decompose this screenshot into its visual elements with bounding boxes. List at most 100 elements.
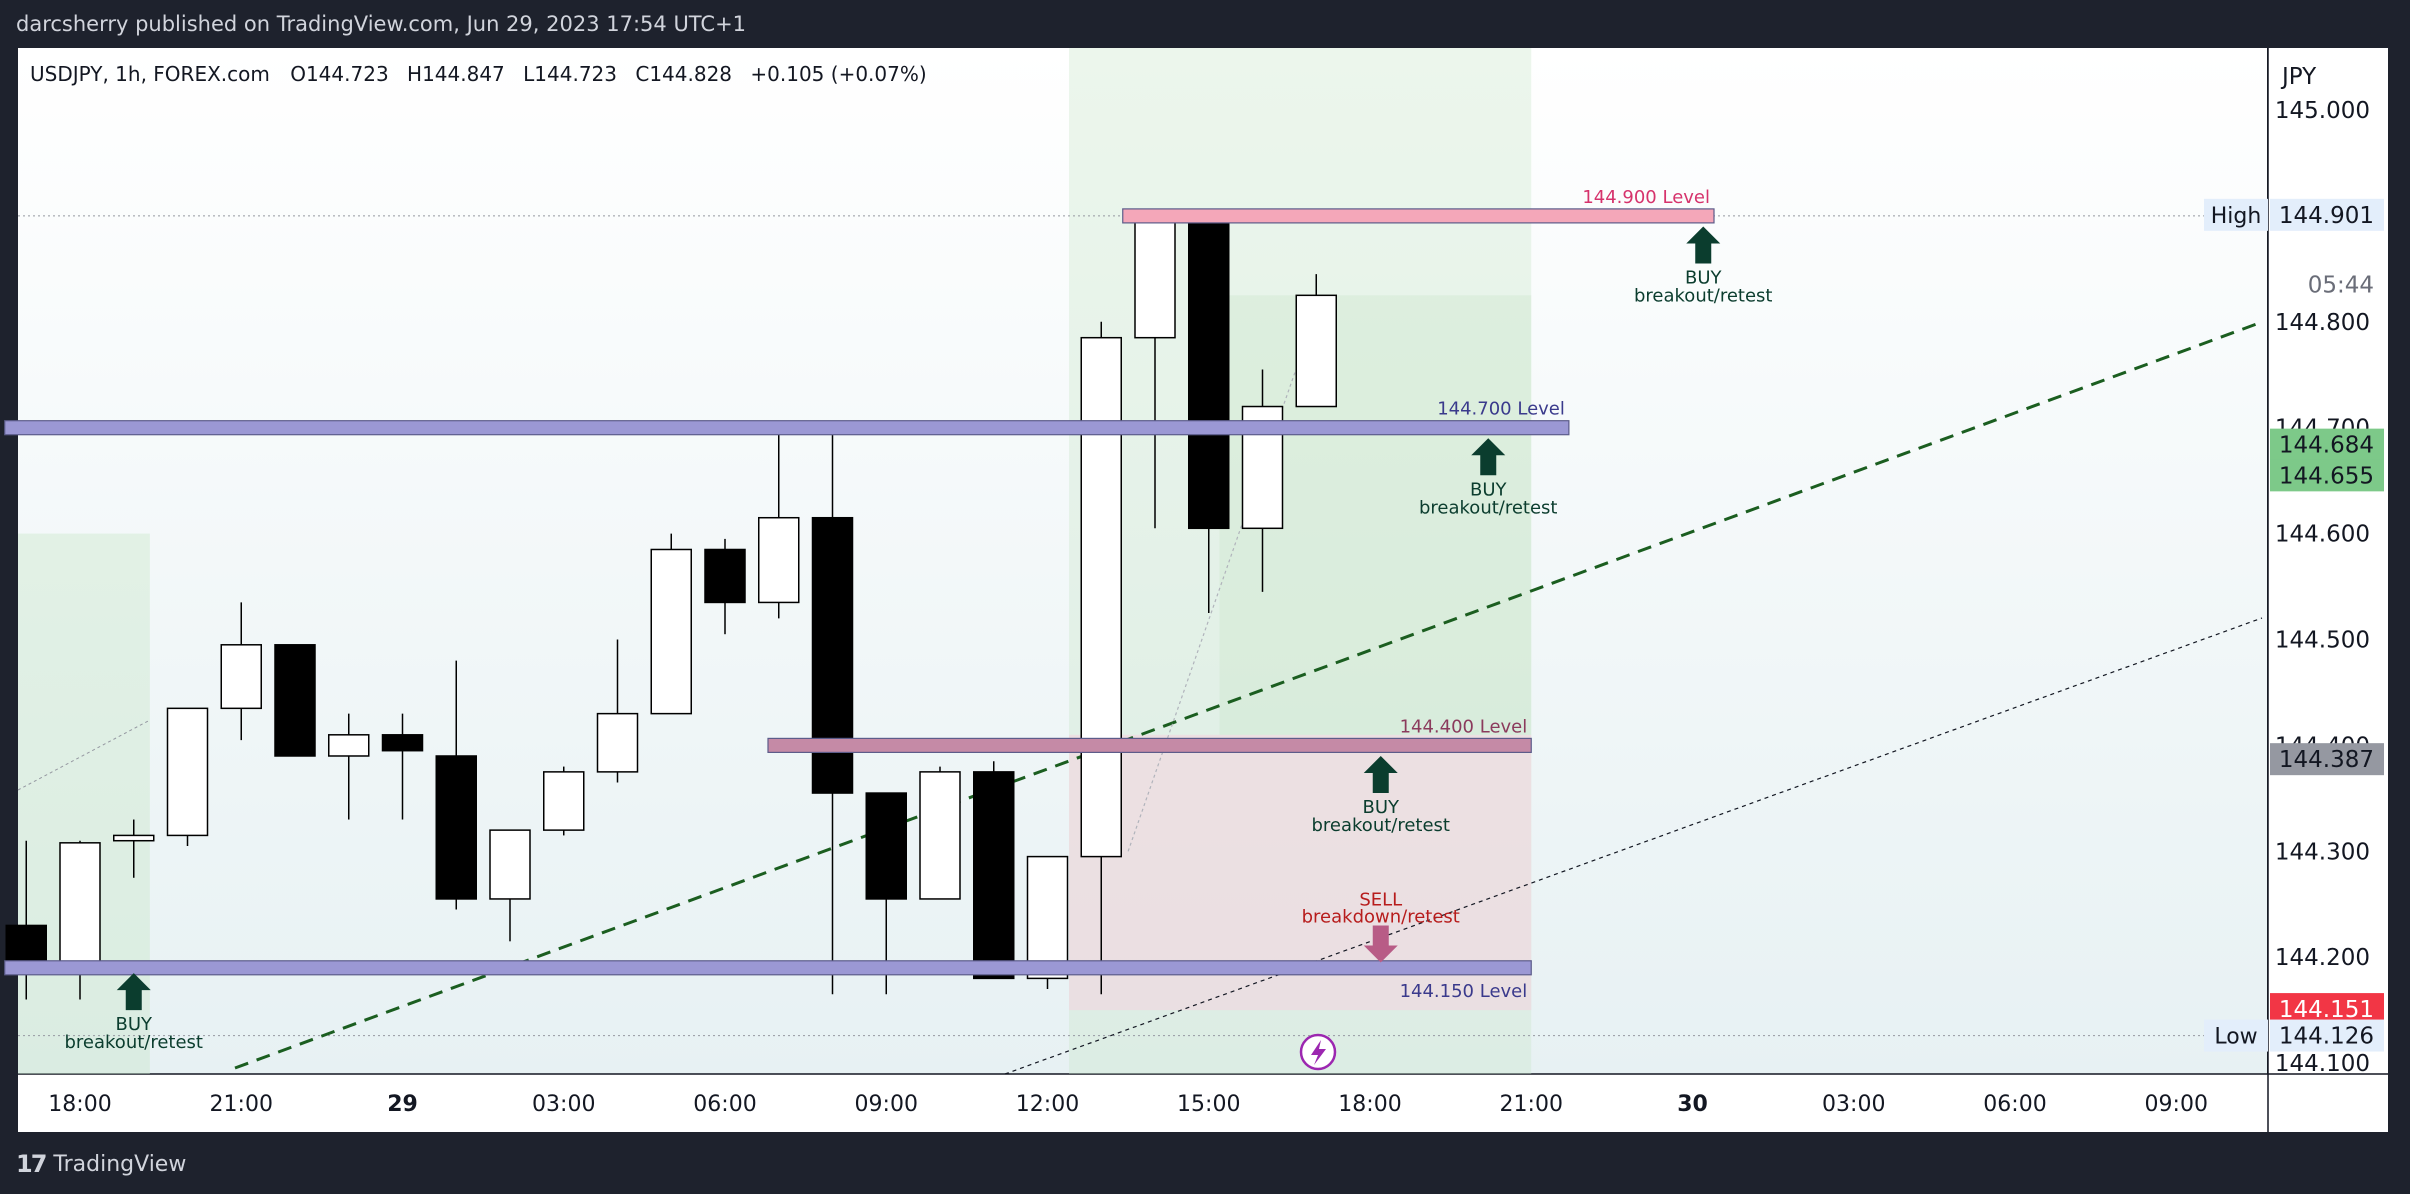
candle-body[interactable] xyxy=(489,829,531,900)
candle[interactable] xyxy=(1026,855,1069,989)
candle-body[interactable] xyxy=(543,771,585,831)
candle[interactable] xyxy=(1295,274,1337,408)
time-axis[interactable] xyxy=(18,1074,2388,1132)
candle-body[interactable] xyxy=(973,771,1015,980)
price-tick-label: 145.000 xyxy=(2275,98,2370,124)
down-arrow-icon xyxy=(1363,925,1398,963)
time-tick-label: 09:00 xyxy=(855,1092,918,1117)
time-tick-label: 21:00 xyxy=(1500,1092,1563,1117)
candle[interactable] xyxy=(274,644,316,757)
trend-line-dashed xyxy=(234,320,2263,1070)
annotation-label: breakout/retest xyxy=(1634,285,1773,306)
candle-body[interactable] xyxy=(435,755,477,900)
price-badge[interactable]: 144.901 High xyxy=(2204,198,2384,231)
candle-body[interactable] xyxy=(274,644,316,757)
level-band[interactable] xyxy=(1122,208,1715,224)
candle-body[interactable] xyxy=(220,644,262,710)
price-badge-text: 144.901 xyxy=(2279,203,2374,229)
time-tick-label: 03:00 xyxy=(532,1092,595,1117)
candle[interactable] xyxy=(543,766,585,836)
trend-line-faint xyxy=(1127,311,1317,852)
candle[interactable] xyxy=(1134,215,1176,529)
level-band[interactable] xyxy=(767,737,1532,754)
up-arrow-icon xyxy=(116,973,151,1011)
price-level-line[interactable]: 144.700 Level xyxy=(4,399,1570,436)
price-badge-text: 144.655 xyxy=(2279,463,2374,489)
publisher-line: darcsherry published on TradingView.com,… xyxy=(16,12,747,36)
price-level-line[interactable]: 144.900 Level xyxy=(1122,187,1715,224)
time-tick-label: 09:00 xyxy=(2145,1092,2208,1117)
candle[interactable] xyxy=(489,829,531,942)
footer-brand[interactable]: 17 TradingView xyxy=(16,1150,186,1178)
candle-body[interactable] xyxy=(166,707,209,837)
price-badge-bg xyxy=(2270,743,2384,776)
candle[interactable] xyxy=(704,538,746,635)
trend-line-thin xyxy=(1004,617,2263,1075)
candle[interactable] xyxy=(650,533,692,715)
time-tick-label: 18:00 xyxy=(1338,1092,1401,1117)
level-label: 144.150 Level xyxy=(1400,981,1528,1002)
level-band[interactable] xyxy=(4,960,1532,976)
lightning-icon[interactable] xyxy=(1299,1033,1337,1071)
candle-body[interactable] xyxy=(381,734,424,752)
candle-body[interactable] xyxy=(1295,294,1337,408)
up-arrow-icon xyxy=(1363,755,1398,793)
candle[interactable] xyxy=(381,713,424,820)
candle-body[interactable] xyxy=(1080,336,1122,858)
price-badge-text: 05:44 xyxy=(2308,273,2374,299)
currency-label[interactable]: JPY xyxy=(2280,64,2317,90)
price-tick-label: 144.500 xyxy=(2275,628,2370,654)
price-badge[interactable]: 144.655 xyxy=(2270,459,2384,492)
candle-body[interactable] xyxy=(865,792,907,900)
annotation-label: BUY xyxy=(1685,267,1723,288)
candle[interactable] xyxy=(865,792,907,995)
price-badge-text: 144.126 xyxy=(2279,1024,2374,1050)
level-band[interactable] xyxy=(4,420,1570,436)
candle-body[interactable] xyxy=(113,834,155,842)
candle-body[interactable] xyxy=(596,712,639,773)
annotation-label: BUY xyxy=(115,1014,153,1035)
time-tick-label: 12:00 xyxy=(1016,1092,1079,1117)
candle-body[interactable] xyxy=(59,842,101,974)
price-level-line[interactable]: 144.400 Level xyxy=(767,716,1532,754)
price-level-line[interactable]: 144.150 Level xyxy=(4,960,1532,1002)
annotation-label: SELL xyxy=(1359,889,1402,910)
candle[interactable] xyxy=(166,707,209,847)
level-label: 144.900 Level xyxy=(1582,187,1710,208)
candle-body[interactable] xyxy=(650,548,692,715)
annotation-label: breakdown/retest xyxy=(1302,906,1460,927)
time-tick-label: 29 xyxy=(387,1092,418,1117)
candle-body[interactable] xyxy=(1026,855,1069,980)
candle[interactable] xyxy=(1188,215,1230,614)
candle-body[interactable] xyxy=(328,734,370,757)
candle[interactable] xyxy=(328,713,370,820)
candle[interactable] xyxy=(435,660,477,910)
candle[interactable] xyxy=(220,602,262,741)
candle[interactable] xyxy=(59,840,101,1000)
price-badge[interactable]: 144.126 Low xyxy=(2204,1019,2384,1052)
annotation-label: BUY xyxy=(1362,797,1400,818)
price-badge[interactable]: 144.684 xyxy=(2270,428,2384,461)
price-badge[interactable]: 05:44 xyxy=(2270,268,2384,301)
candle-body[interactable] xyxy=(758,516,800,604)
annotation-label: BUY xyxy=(1470,479,1508,500)
candle[interactable] xyxy=(973,761,1015,980)
candle-body[interactable] xyxy=(704,548,746,604)
footer-brand-text: TradingView xyxy=(53,1151,187,1177)
candle-body[interactable] xyxy=(1188,220,1230,530)
price-badge-text: 144.387 xyxy=(2279,747,2374,773)
price-badge[interactable]: 144.387 xyxy=(2270,743,2384,776)
candle[interactable] xyxy=(919,766,961,900)
candle[interactable] xyxy=(596,639,639,783)
time-tick-label: 06:00 xyxy=(693,1092,756,1117)
candle-body[interactable] xyxy=(1134,220,1176,339)
candle-body[interactable] xyxy=(919,771,961,900)
candle[interactable] xyxy=(758,422,800,619)
candle[interactable] xyxy=(113,819,155,878)
